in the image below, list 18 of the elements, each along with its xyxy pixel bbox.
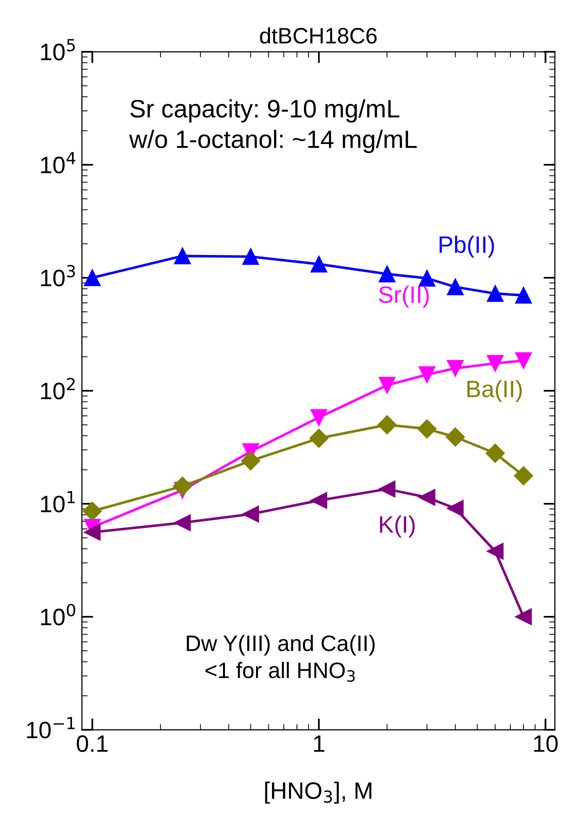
y-tick-label: 10$^{2}$ bbox=[41, 378, 75, 400]
x-tick-label: 0.1 bbox=[76, 735, 108, 752]
y-tick-label: 10$^{5}$ bbox=[41, 39, 75, 60]
y-tick-label: 10$^{1}$ bbox=[41, 491, 75, 512]
x-tick-label: 1 bbox=[314, 736, 324, 752]
y-tick-label: 10$^{0}$ bbox=[41, 604, 76, 626]
series-label: Pb(II) bbox=[440, 236, 494, 258]
y-tick-label: 10$^{3}$ bbox=[41, 264, 75, 286]
annotation: Sr capacity: 9-10 mg/mL w/o 1-octanol: ~14 mg/mL bbox=[129, 99, 417, 154]
y-tick-label: 10$^{−1}$ bbox=[27, 717, 75, 738]
chart-title: dtBCH18C6 bbox=[260, 27, 377, 44]
x-axis-title: [HNO$_{3}$], M bbox=[265, 782, 372, 804]
series-label: Ba(II) bbox=[467, 380, 522, 402]
x-tick-label: 10 bbox=[534, 735, 558, 752]
text: Sr(II) bbox=[378, 286, 429, 308]
y-tick-label: 10$^{4}$ bbox=[41, 152, 76, 174]
series-label: K(I) bbox=[380, 516, 415, 538]
annotation: Dw Y(III) and Ca(II) <1 for all HNO$_{3}$ bbox=[186, 634, 375, 682]
